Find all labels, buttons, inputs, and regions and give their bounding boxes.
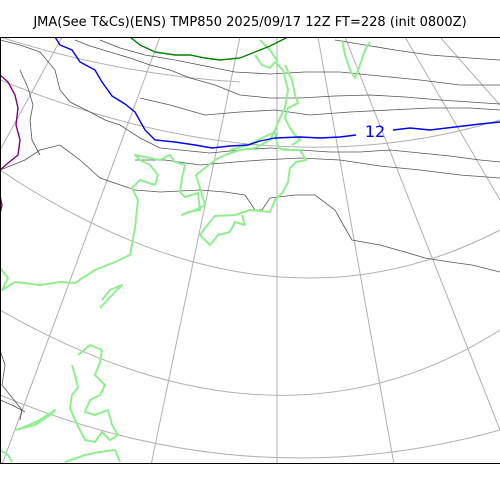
latitude-line [0,169,500,279]
chart-title: JMA(See T&Cs)(ENS) TMP850 2025/09/17 12Z… [33,15,467,30]
temperature-contours [0,39,500,421]
temperature-contour [0,399,26,413]
coastline [69,344,119,443]
meridian-line [404,37,500,201]
latitude-line [0,37,241,83]
latitude-line [0,309,500,396]
coastline [259,39,279,63]
latitude-line [0,394,500,459]
temperature-contour [135,157,500,179]
meridian-line [344,37,500,431]
isotherm-label: 12 [365,122,385,141]
weather-map: 12 [0,37,500,463]
coastlines [0,39,371,463]
temperature-contour [0,349,23,421]
latitude-lines [0,37,500,459]
coastline [199,131,307,246]
isotherm-12 [392,121,500,131]
isotherm-12 [54,37,357,149]
meridian-line [0,37,63,151]
coastline [341,39,371,79]
meridian-lines [0,37,500,463]
meridian-line [439,37,500,106]
latitude-line [0,79,500,148]
temperature-contour [139,97,500,116]
temperature-contour [0,39,500,163]
coastline [14,409,56,431]
map-canvas: 12 [0,37,500,463]
temperature-contour [0,144,500,273]
meridian-line [2,37,161,463]
coastline [64,449,121,463]
meridian-line [317,37,395,463]
meridian-line [150,37,241,463]
coastline [0,449,13,463]
coastline [99,284,123,309]
isotherm-9 [0,195,3,215]
isotherm-9 [0,74,21,171]
temperature-contour [99,39,500,86]
temperature-contour [74,39,500,105]
temperature-contour [334,39,500,61]
coastline [0,54,289,291]
coastline [284,64,301,146]
isotherm-15 [129,37,289,61]
temperature-contour [19,69,41,156]
